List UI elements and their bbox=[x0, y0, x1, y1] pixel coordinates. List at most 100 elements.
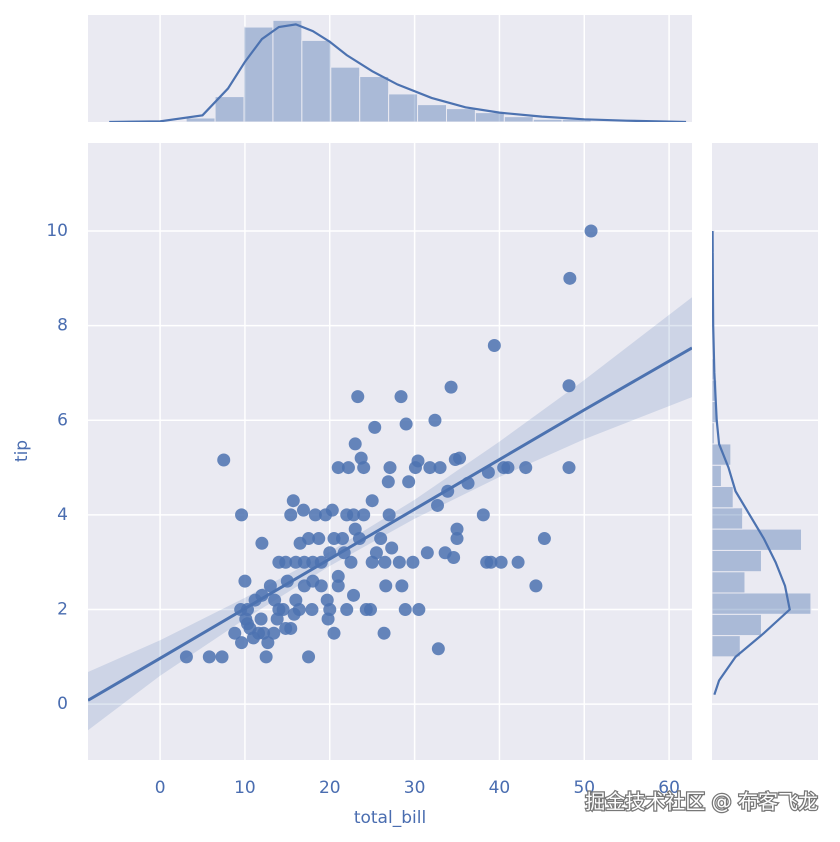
scatter-point bbox=[369, 546, 383, 560]
x-tick-label: 50 bbox=[573, 778, 595, 798]
scatter-point bbox=[344, 555, 358, 569]
scatter-point bbox=[420, 546, 434, 560]
scatter-point bbox=[399, 417, 413, 431]
histogram-bar bbox=[503, 116, 534, 122]
scatter-point bbox=[243, 621, 257, 635]
scatter-point bbox=[374, 532, 388, 546]
x-tick-label: 30 bbox=[404, 778, 426, 798]
scatter-point bbox=[428, 413, 442, 427]
histogram-bar bbox=[214, 96, 245, 122]
scatter-point bbox=[335, 532, 349, 546]
scatter-point bbox=[383, 461, 397, 475]
scatter-point bbox=[305, 603, 319, 617]
scatter-point bbox=[255, 588, 269, 602]
scatter-point bbox=[379, 579, 393, 593]
histogram-bar bbox=[359, 76, 390, 122]
scatter-point bbox=[354, 451, 368, 465]
y-tick-label: 2 bbox=[57, 600, 68, 620]
scatter-point bbox=[448, 453, 462, 467]
scatter-point bbox=[431, 498, 445, 512]
scatter-point bbox=[394, 390, 408, 404]
scatter-point bbox=[312, 532, 326, 546]
histogram-bar bbox=[712, 507, 744, 530]
scatter-point bbox=[406, 555, 420, 569]
scatter-point bbox=[331, 579, 345, 593]
scatter-point bbox=[259, 650, 273, 664]
scatter-point bbox=[348, 437, 362, 451]
y-tick-label: 6 bbox=[57, 410, 68, 430]
scatter-point bbox=[217, 453, 231, 467]
scatter-point bbox=[385, 541, 399, 555]
histogram-bar bbox=[712, 486, 734, 509]
histogram-bar bbox=[712, 592, 812, 615]
scatter-point bbox=[433, 461, 447, 475]
scatter-point bbox=[562, 379, 576, 393]
scatter-point bbox=[325, 503, 339, 517]
histogram-bar bbox=[474, 112, 505, 122]
scatter-point bbox=[286, 494, 300, 508]
top-plot bbox=[109, 15, 687, 122]
x-axis-label: total_bill bbox=[354, 808, 426, 828]
scatter-point bbox=[476, 508, 490, 522]
x-tick-label: 40 bbox=[489, 778, 511, 798]
scatter-point bbox=[314, 579, 328, 593]
scatter-point bbox=[331, 461, 345, 475]
x-tick-label: 0 bbox=[155, 778, 166, 798]
scatter-point bbox=[450, 532, 464, 546]
scatter-point bbox=[382, 508, 396, 522]
scatter-point bbox=[537, 532, 551, 546]
y-axis-label: tip bbox=[12, 440, 32, 462]
scatter-point bbox=[408, 461, 422, 475]
scatter-point bbox=[228, 626, 242, 640]
scatter-point bbox=[395, 579, 409, 593]
histogram-bar bbox=[445, 108, 476, 122]
scatter-point bbox=[279, 621, 293, 635]
scatter-point bbox=[179, 650, 193, 664]
confidence-band bbox=[88, 297, 692, 731]
regression-line bbox=[88, 346, 692, 702]
x-tick-label: 10 bbox=[234, 778, 256, 798]
scatter-point bbox=[563, 271, 577, 285]
histogram-bar bbox=[712, 613, 762, 637]
scatter-point bbox=[327, 626, 341, 640]
scatter-point bbox=[254, 612, 268, 626]
main-axes bbox=[88, 143, 692, 760]
scatter-point bbox=[392, 555, 406, 569]
main-plot bbox=[88, 143, 692, 760]
scatter-point bbox=[284, 508, 298, 522]
scatter-point bbox=[494, 555, 508, 569]
scatter-point bbox=[238, 574, 252, 588]
scatter-point bbox=[398, 603, 412, 617]
scatter-point bbox=[302, 650, 316, 664]
scatter-point bbox=[331, 569, 345, 583]
histogram-bar bbox=[712, 549, 762, 573]
histogram-bar bbox=[712, 464, 722, 488]
histogram-bar bbox=[712, 571, 746, 594]
histogram-bar bbox=[243, 26, 274, 122]
scatter-point bbox=[378, 555, 392, 569]
y-tick-label: 8 bbox=[57, 316, 68, 336]
scatter-point bbox=[423, 461, 437, 475]
scatter-point bbox=[348, 522, 362, 536]
scatter-point bbox=[359, 603, 373, 617]
scatter-point bbox=[377, 626, 391, 640]
scatter-point bbox=[263, 579, 277, 593]
histogram-bar bbox=[185, 117, 216, 122]
scatter-point bbox=[438, 546, 452, 560]
histogram-bar bbox=[301, 39, 332, 122]
scatter-point bbox=[289, 593, 303, 607]
scatter-point bbox=[272, 555, 286, 569]
y-tick-label: 4 bbox=[57, 505, 68, 525]
scatter-point bbox=[431, 642, 445, 656]
kde-curve bbox=[712, 230, 791, 696]
scatter-point bbox=[293, 536, 307, 550]
x-tick-label: 20 bbox=[319, 778, 341, 798]
histogram-bar bbox=[272, 19, 303, 122]
scatter-point bbox=[235, 636, 249, 650]
scatter-point bbox=[296, 503, 310, 517]
scatter-point bbox=[450, 522, 464, 536]
scatter-point bbox=[412, 603, 426, 617]
scatter-point bbox=[351, 390, 365, 404]
scatter-point bbox=[484, 555, 498, 569]
